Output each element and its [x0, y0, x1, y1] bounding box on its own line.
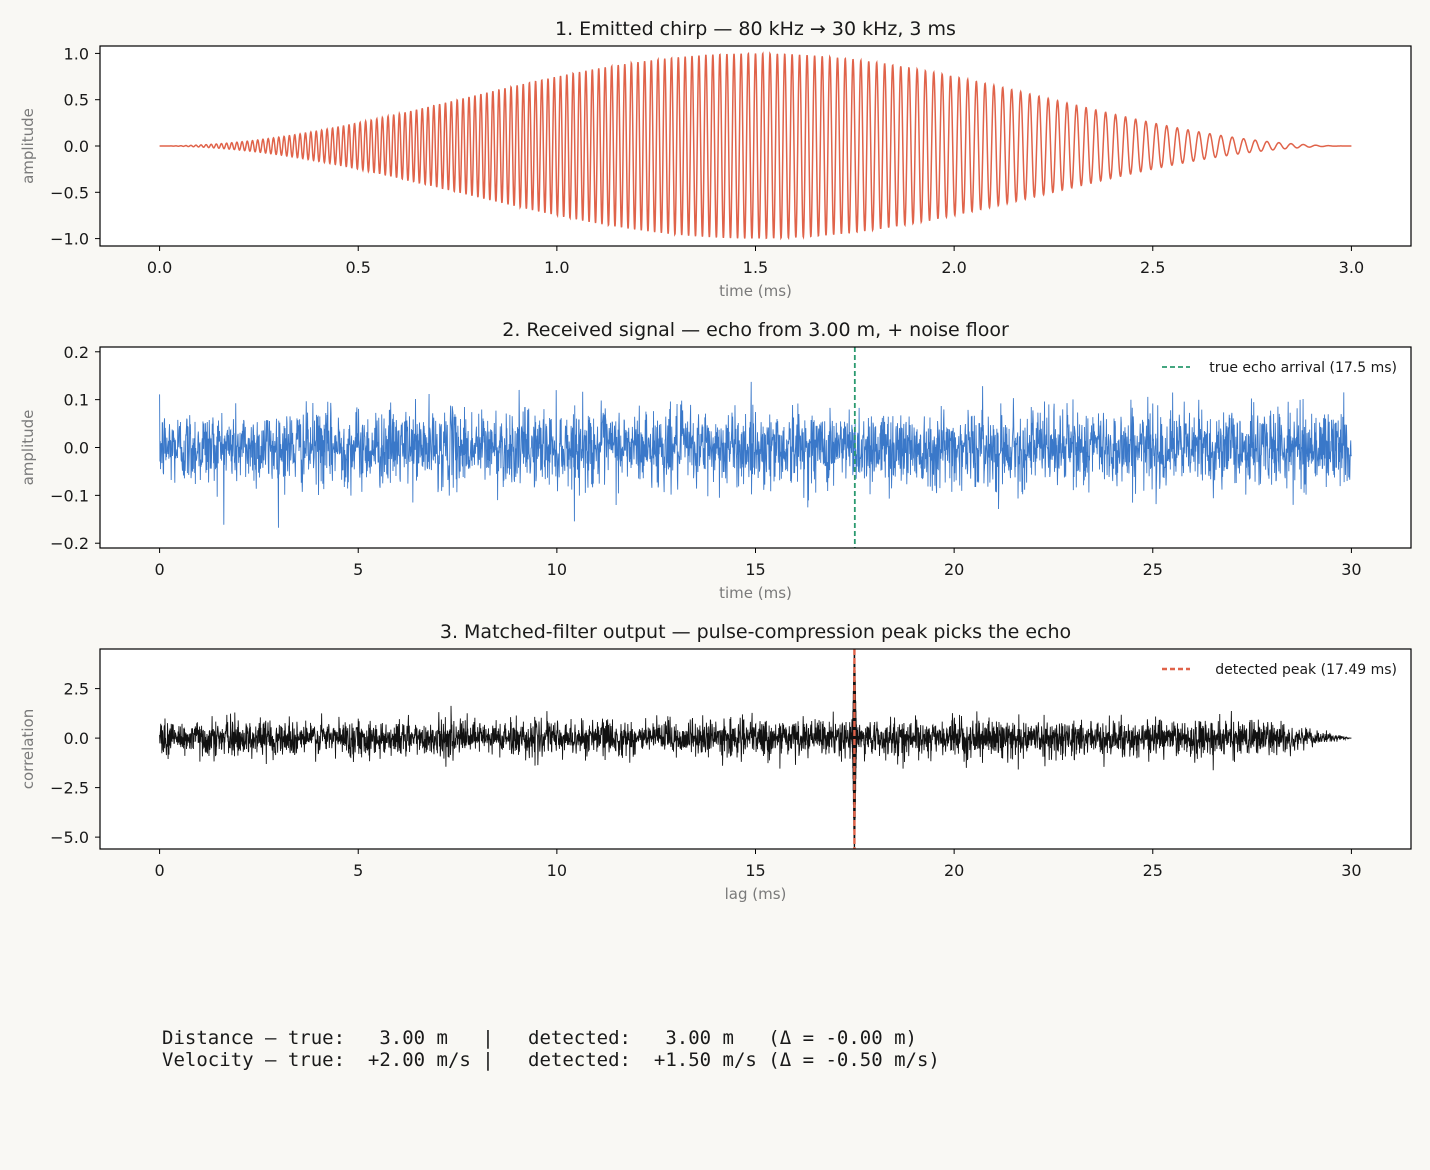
y-tick-label: −1.0	[50, 230, 89, 249]
x-tick-label: 15	[745, 560, 765, 579]
y-tick-label: 0.2	[64, 343, 89, 362]
chart-panel-2: 0 5 10 15 20 25 30 0.2 0.1 0.0 −0.1 −0.2 2. Received…	[19, 319, 1412, 602]
x-tick-label: 25	[1143, 560, 1163, 579]
plot-content	[159, 347, 1352, 548]
x-tick-label: 3.0	[1339, 258, 1364, 277]
legend-entry: true echo arrival (17.5 ms)	[1209, 360, 1397, 376]
y-tick-label: 0.0	[64, 137, 89, 156]
x-tick-label: 5	[353, 560, 363, 579]
y-tick-label: 0.0	[64, 439, 89, 458]
y-tick-label: 0.0	[64, 729, 89, 748]
x-tick-label: 0	[154, 560, 164, 579]
legend: detected peak (17.49 ms)	[1162, 662, 1397, 678]
y-tick-label: 2.5	[64, 680, 89, 699]
x-tick-label: 10	[547, 560, 567, 579]
chart-title: 3. Matched-filter output — pulse-compres…	[440, 621, 1071, 643]
chart-panel-1: 0.0 0.5 1.0 1.5 2.0 2.5 3.0 1.0 0.5 0.0 −0.5 −1.0 1.…	[19, 18, 1412, 300]
y-tick-label: −5.0	[50, 828, 89, 847]
x-axis-label: time (ms)	[719, 584, 792, 602]
x-tick-label: 5	[353, 861, 363, 880]
chart-panel-3: 0 5 10 15 20 25 30 2.5 0.0 −2.5 −5.0 3. Matched-fil…	[19, 621, 1412, 903]
velocity-readout: Velocity — true: +2.00 m/s | detected: +…	[162, 1049, 940, 1071]
y-tick-label: 0.5	[64, 91, 89, 110]
plot-content	[159, 51, 1352, 241]
x-tick-label: 25	[1143, 861, 1163, 880]
distance-readout: Distance — true: 3.00 m | detected: 3.00…	[162, 1027, 917, 1049]
x-tick-label: 0	[154, 861, 164, 880]
x-tick-label: 1.0	[544, 258, 569, 277]
result-readout: Distance — true: 3.00 m | detected: 3.00…	[162, 1027, 940, 1071]
correlation-peak	[850, 651, 859, 849]
y-tick-label: −2.5	[50, 779, 89, 798]
legend-entry: detected peak (17.49 ms)	[1215, 662, 1397, 678]
legend: true echo arrival (17.5 ms)	[1162, 360, 1397, 376]
x-tick-label: 15	[745, 861, 765, 880]
chart-title: 2. Received signal — echo from 3.00 m, +…	[502, 319, 1009, 341]
chirp-series-line	[159, 51, 1352, 241]
x-tick-label: 20	[944, 861, 964, 880]
y-tick-label: −0.1	[50, 486, 89, 505]
y-tick-label: 1.0	[64, 44, 89, 63]
chart-title: 1. Emitted chirp — 80 kHz → 30 kHz, 3 ms	[555, 18, 956, 40]
x-tick-label: 2.5	[1140, 258, 1165, 277]
plot-area	[100, 46, 1411, 246]
x-tick-label: 10	[547, 861, 567, 880]
x-tick-label: 20	[944, 560, 964, 579]
y-axis-label: amplitude	[19, 410, 37, 486]
x-axis-label: time (ms)	[719, 282, 792, 300]
x-tick-label: 1.5	[743, 258, 768, 277]
y-axis-label: amplitude	[19, 108, 37, 184]
x-axis-label: lag (ms)	[725, 885, 787, 903]
received-series-line	[159, 381, 1352, 528]
plot-content	[159, 649, 1352, 849]
x-tick-label: 2.0	[941, 258, 966, 277]
x-tick-label: 30	[1341, 861, 1361, 880]
x-tick-label: 30	[1341, 560, 1361, 579]
y-axis-label: correlation	[19, 709, 37, 790]
x-tick-label: 0.5	[346, 258, 371, 277]
correlation-series-line	[159, 705, 1352, 771]
y-tick-label: −0.2	[50, 534, 89, 553]
x-tick-label: 0.0	[147, 258, 172, 277]
y-tick-label: −0.5	[50, 183, 89, 202]
y-tick-label: 0.1	[64, 391, 89, 410]
